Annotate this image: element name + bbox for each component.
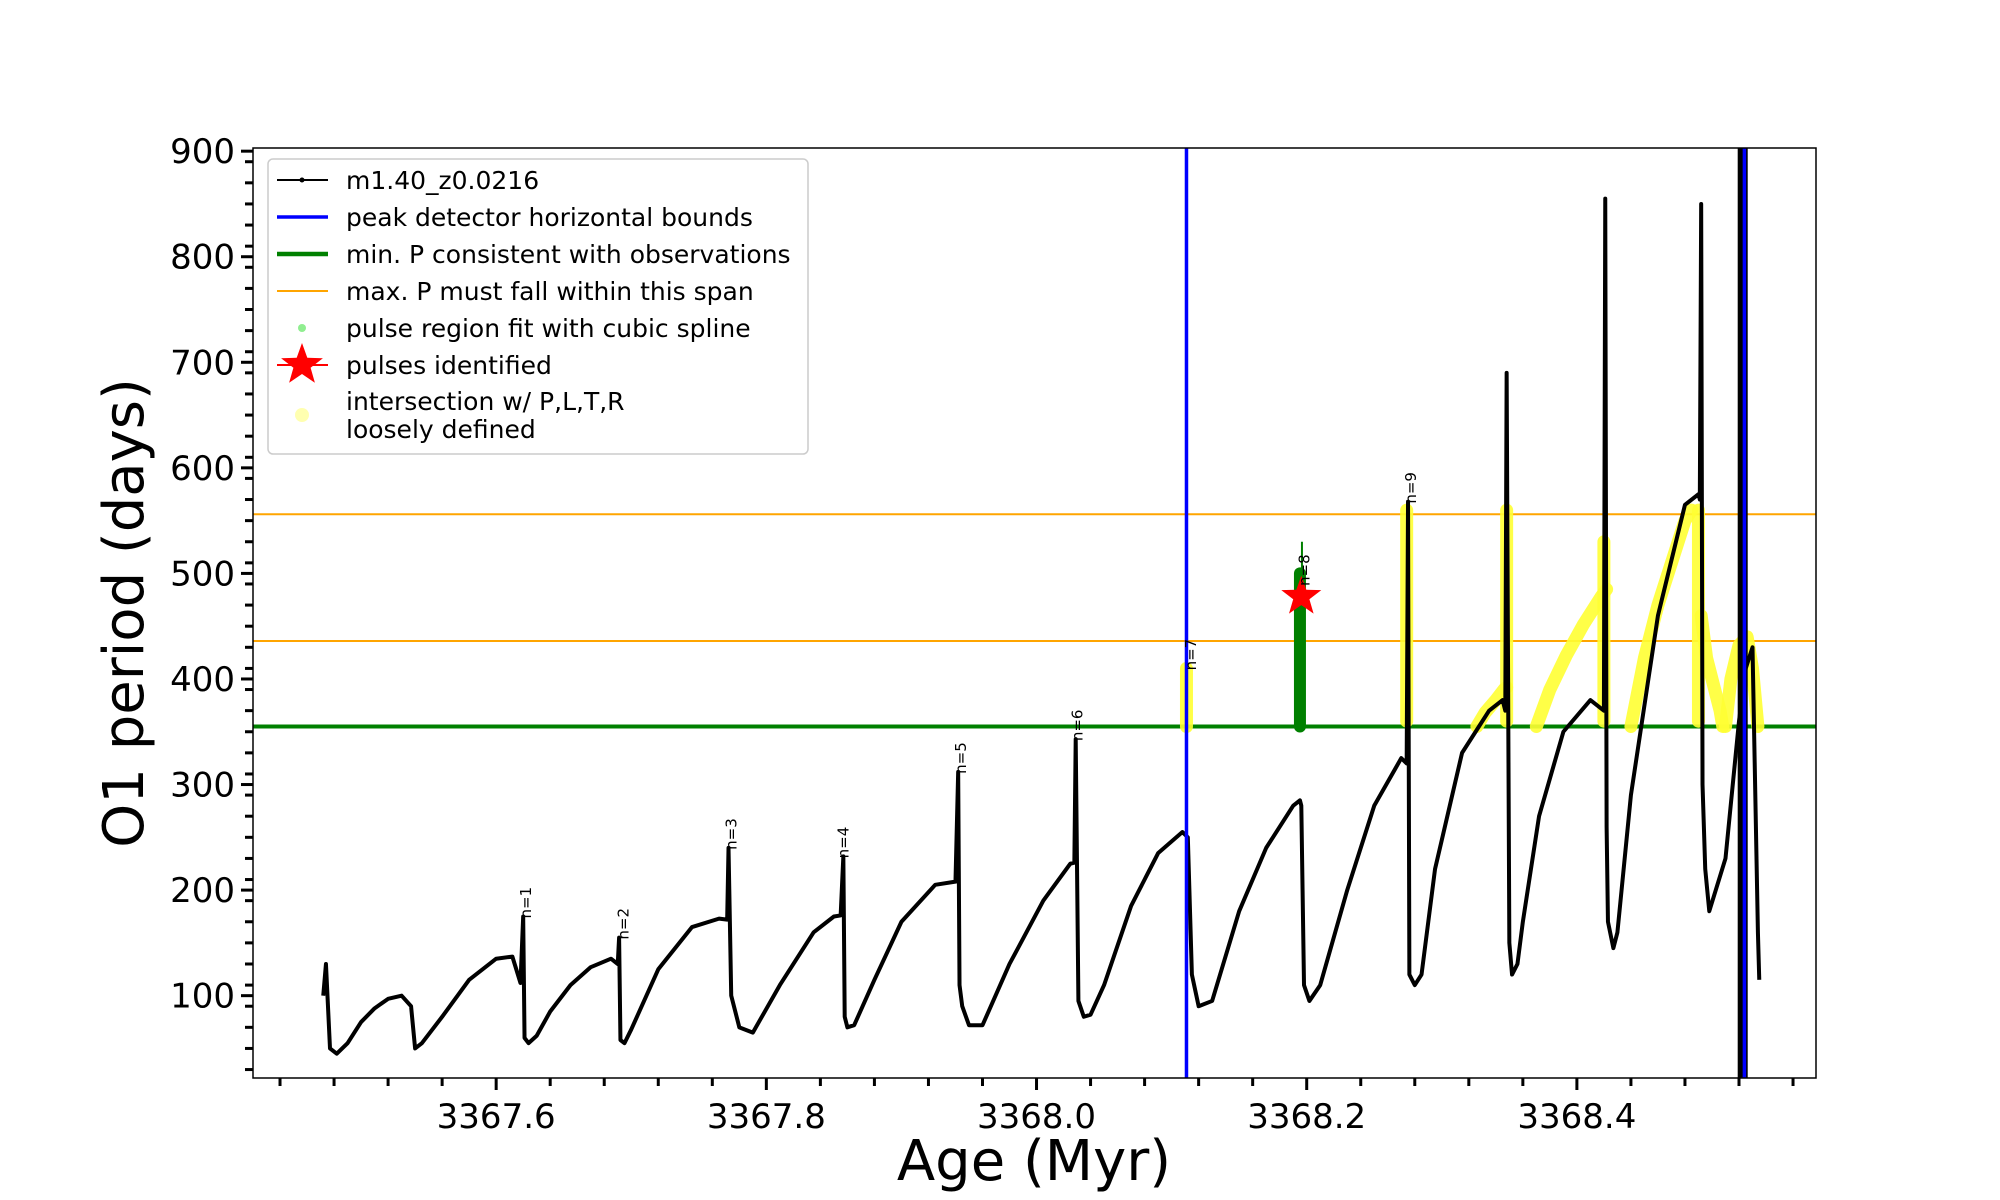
axes-layer: 3367.6 3367.8 3368.0 3368.2 3368.4 100 200 300 4… xyxy=(170,132,1817,1137)
legend-box xyxy=(267,158,809,455)
y-tick-label-0: 100 xyxy=(170,977,235,1017)
markers-layer: n=1 n=2 n=3 n=4 n=5 n=6 n=7 n=8 n=9 xyxy=(517,472,1420,940)
legend-label-0: m1.40_z0.0216 xyxy=(346,166,539,195)
legend-label-6: intersection w/ P,L,T,R xyxy=(346,387,625,416)
y-tick-label-8: 900 xyxy=(170,132,235,172)
legend-label-6-line2: loosely defined xyxy=(346,415,536,444)
pulse-label-1: n=1 xyxy=(517,887,535,919)
y-tick-label-6: 700 xyxy=(170,343,235,383)
reference-lines-front xyxy=(1184,148,1747,1078)
reference-lines-behind xyxy=(253,513,1816,729)
legend-label-5: pulses identified xyxy=(346,351,552,380)
pulse-label-9: n=9 xyxy=(1402,472,1420,504)
y-tick-label-1: 200 xyxy=(170,871,235,911)
pulse-identified-star xyxy=(1281,575,1322,614)
x-tick-label-4: 3368.4 xyxy=(1517,1097,1636,1137)
pulse-label-7: n=7 xyxy=(1182,639,1200,671)
y-tick-label-5: 600 xyxy=(170,449,235,489)
legend-handle-0-dot xyxy=(299,177,305,183)
pulse-label-4: n=4 xyxy=(835,827,853,859)
legend-label-3: max. P must fall within this span xyxy=(346,277,754,306)
x-tick-label-0: 3367.6 xyxy=(437,1097,556,1137)
pulse-label-8: n=8 xyxy=(1295,554,1313,586)
legend-label-4: pulse region fit with cubic spline xyxy=(346,314,751,343)
y-axis-title: O1 period (days) xyxy=(92,378,157,848)
y-tick-label-3: 400 xyxy=(170,660,235,700)
pulse-label-5: n=5 xyxy=(952,742,970,774)
x-axis-title: Age (Myr) xyxy=(897,1129,1171,1194)
spline-region-6 xyxy=(1529,582,1614,733)
legend-handle-4 xyxy=(298,324,306,332)
series-line-0 xyxy=(321,196,1762,1056)
pulse-label-3: n=3 xyxy=(723,818,741,850)
pulse-label-6: n=6 xyxy=(1068,710,1086,742)
plot-frame xyxy=(252,147,1817,1079)
pulse-label-2: n=2 xyxy=(614,908,632,940)
x-tick-label-3: 3368.2 xyxy=(1247,1097,1366,1137)
y-tick-label-2: 300 xyxy=(170,766,235,806)
legend-label-1: peak detector horizontal bounds xyxy=(346,203,753,232)
x-tick-label-1: 3367.8 xyxy=(707,1097,826,1137)
legend-label-2: min. P consistent with observations xyxy=(346,240,791,269)
x-tick-label-2: 3368.0 xyxy=(977,1097,1096,1137)
y-tick-label-7: 800 xyxy=(170,238,235,278)
y-tick-label-4: 500 xyxy=(170,554,235,594)
legend-handle-5 xyxy=(281,343,323,383)
legend-handle-6 xyxy=(295,408,309,422)
